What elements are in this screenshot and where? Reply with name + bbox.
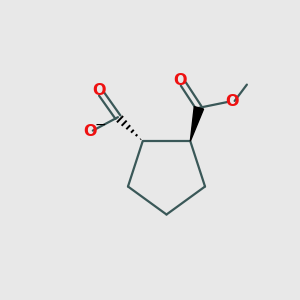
Text: O: O	[173, 73, 187, 88]
Text: O: O	[83, 124, 97, 139]
Text: O: O	[225, 94, 239, 109]
Polygon shape	[190, 106, 204, 141]
Text: O: O	[92, 82, 105, 98]
Text: −: −	[94, 118, 106, 132]
